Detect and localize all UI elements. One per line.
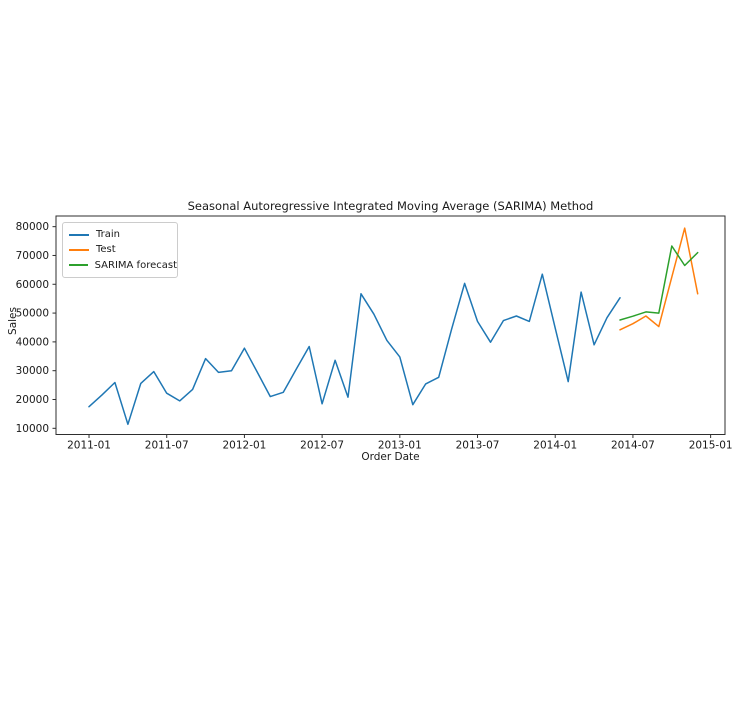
x-tick-label: 2011-07 bbox=[145, 440, 189, 452]
legend-entry-train: Train bbox=[69, 227, 177, 242]
x-tick-label: 2013-01 bbox=[378, 440, 422, 452]
series-line-test bbox=[619, 227, 699, 331]
y-tick-label: 70000 bbox=[16, 250, 49, 262]
legend-entry-sarima-forecast: SARIMA forecast bbox=[69, 258, 177, 273]
y-tick-label: 40000 bbox=[16, 336, 49, 348]
axes-border bbox=[55, 215, 726, 435]
y-tick-label: 30000 bbox=[16, 365, 49, 377]
x-tick-label: 2013-07 bbox=[456, 440, 500, 452]
y-tick-label: 10000 bbox=[16, 423, 49, 435]
legend: Train Test SARIMA forecast bbox=[62, 222, 178, 278]
x-tick-label: 2012-07 bbox=[300, 440, 344, 452]
legend-line-swatch bbox=[69, 248, 89, 251]
legend-entry-test: Test bbox=[69, 242, 177, 257]
y-tick-label: 80000 bbox=[16, 221, 49, 233]
x-tick-label: 2015-01 bbox=[689, 440, 733, 452]
x-axis-label: Order Date bbox=[361, 451, 420, 463]
legend-line-swatch bbox=[69, 233, 89, 236]
series-line-train bbox=[88, 273, 621, 426]
y-tick-label: 20000 bbox=[16, 394, 49, 406]
chart-title: Seasonal Autoregressive Integrated Movin… bbox=[187, 199, 594, 213]
x-tick-label: 2012-01 bbox=[222, 440, 266, 452]
y-tick-label: 50000 bbox=[16, 308, 49, 320]
x-tick-label: 2014-01 bbox=[533, 440, 577, 452]
legend-label: SARIMA forecast bbox=[94, 259, 177, 271]
y-tick-label: 60000 bbox=[16, 279, 49, 291]
x-tick-label: 2014-07 bbox=[611, 440, 655, 452]
legend-label: Train bbox=[96, 229, 120, 241]
series-line-sarima-forecast bbox=[619, 245, 699, 321]
legend-line-swatch bbox=[69, 264, 88, 267]
legend-label: Test bbox=[96, 244, 116, 256]
x-tick-label: 2011-01 bbox=[67, 440, 111, 452]
